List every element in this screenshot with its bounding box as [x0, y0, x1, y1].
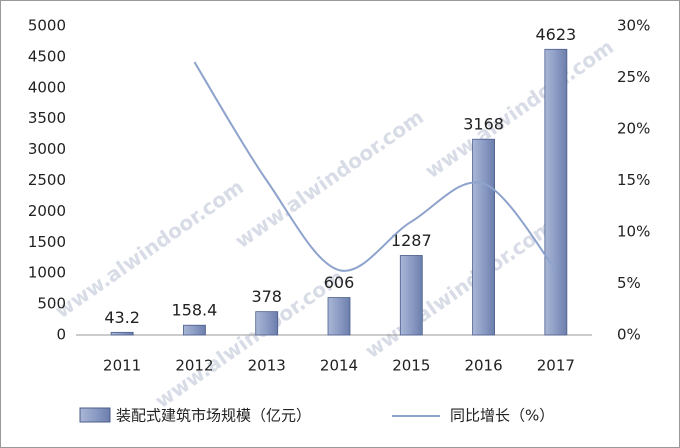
x-tick-label: 2013 [248, 357, 286, 375]
bar [472, 138, 495, 336]
data-label: 606 [324, 273, 355, 292]
y2-tick-label: 20% [617, 120, 650, 138]
y2-tick-label: 15% [617, 171, 650, 189]
legend-label: 装配式建筑市场规模（亿元） [116, 407, 311, 425]
legend-swatch [79, 407, 111, 423]
x-tick-label: 2017 [537, 357, 575, 375]
y-tick-label: 2500 [28, 171, 66, 189]
y-tick-label: 3500 [28, 109, 66, 127]
y-tick-label: 1000 [28, 264, 66, 282]
data-label: 4623 [535, 25, 576, 44]
bar [399, 255, 423, 336]
data-label: 3168 [463, 115, 504, 134]
bar [183, 324, 206, 336]
y2-tick-label: 25% [617, 68, 650, 86]
data-label: 158.4 [172, 301, 218, 320]
bar [110, 331, 134, 336]
y2-tick-label: 10% [617, 223, 650, 241]
y-tick-label: 5000 [28, 17, 66, 35]
y-tick-label: 0 [56, 326, 66, 344]
y-tick-label: 3000 [28, 140, 66, 158]
x-tick-label: 2014 [320, 357, 358, 375]
y-tick-label: 1500 [28, 233, 66, 251]
x-tick-label: 2012 [175, 357, 213, 375]
x-tick-label: 2016 [464, 357, 502, 375]
bar [544, 48, 568, 336]
data-label: 378 [251, 287, 282, 306]
x-tick-label: 2015 [392, 357, 430, 375]
data-label: 43.2 [104, 308, 140, 327]
bar [327, 297, 351, 336]
data-label: 1287 [391, 231, 432, 250]
y-tick-label: 4500 [28, 47, 66, 65]
bar [255, 311, 279, 336]
y2-tick-label: 5% [617, 274, 641, 292]
x-tick-label: 2011 [103, 357, 141, 375]
y-tick-label: 2000 [28, 202, 66, 220]
y-tick-label: 4000 [28, 78, 66, 96]
legend-label: 同比增长（%） [450, 407, 554, 425]
line [193, 61, 557, 272]
y-tick-label: 500 [37, 295, 66, 313]
y2-tick-label: 0% [617, 326, 641, 344]
y2-tick-label: 30% [617, 17, 650, 35]
